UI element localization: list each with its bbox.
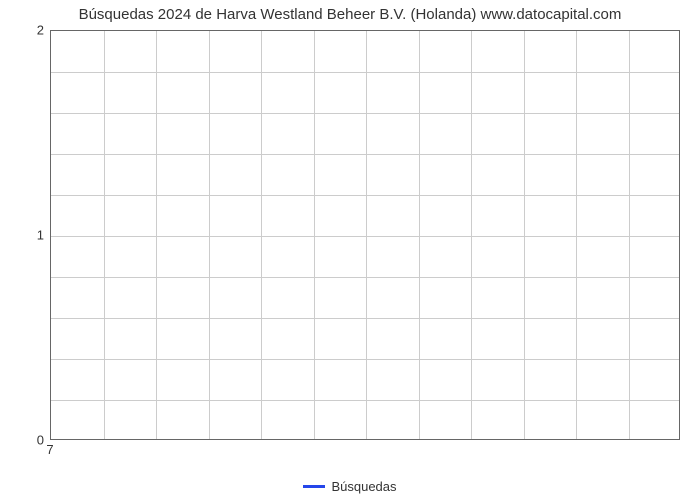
chart-title: Búsquedas 2024 de Harva Westland Beheer … <box>0 6 700 23</box>
gridline-vertical <box>576 31 577 439</box>
chart-plot-area <box>50 30 680 440</box>
gridline-vertical <box>471 31 472 439</box>
legend-series-label: Búsquedas <box>331 479 396 494</box>
y-tick-label: 0 <box>14 433 44 448</box>
gridline-vertical <box>419 31 420 439</box>
gridline-vertical <box>209 31 210 439</box>
gridline-vertical <box>366 31 367 439</box>
gridline-horizontal <box>51 236 679 237</box>
legend-swatch-icon <box>303 485 325 488</box>
gridline-horizontal <box>51 400 679 401</box>
gridline-vertical <box>629 31 630 439</box>
y-tick-label: 2 <box>14 23 44 38</box>
y-tick-label: 1 <box>14 228 44 243</box>
gridline-horizontal <box>51 113 679 114</box>
gridline-vertical <box>314 31 315 439</box>
gridline-vertical <box>524 31 525 439</box>
gridline-horizontal <box>51 154 679 155</box>
gridline-vertical <box>156 31 157 439</box>
gridline-horizontal <box>51 318 679 319</box>
gridline-vertical <box>104 31 105 439</box>
chart-legend: Búsquedas <box>0 479 700 494</box>
gridline-vertical <box>261 31 262 439</box>
gridline-horizontal <box>51 359 679 360</box>
gridline-horizontal <box>51 195 679 196</box>
gridline-horizontal <box>51 277 679 278</box>
x-tick-label: 7 <box>46 442 53 457</box>
gridline-horizontal <box>51 72 679 73</box>
